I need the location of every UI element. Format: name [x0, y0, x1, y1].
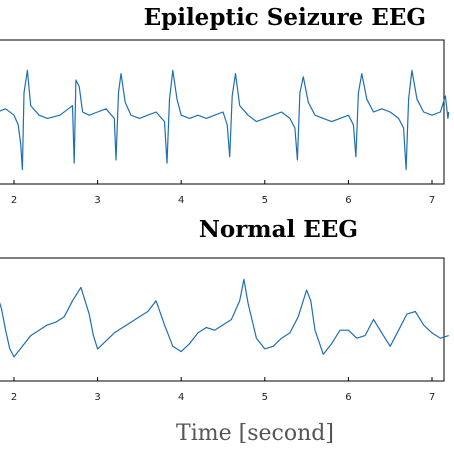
seizure-panel: Epileptic Seizure EEG 2 3 4 5 6 7 [0, 4, 450, 206]
x-tick-label: 6 [345, 392, 351, 403]
seizure-plot-frame [0, 39, 445, 185]
x-axis-label: Time [second] [176, 421, 334, 446]
x-tick-label: 7 [429, 392, 435, 403]
x-tick-label: 2 [11, 195, 17, 206]
normal-x-ticks: 2 3 4 5 6 7 [11, 377, 435, 403]
normal-plot-frame [0, 257, 445, 382]
seizure-eeg-trace [0, 69, 450, 171]
x-tick-label: 3 [94, 392, 100, 403]
seizure-chart-title: Epileptic Seizure EEG [144, 4, 426, 31]
x-tick-label: 2 [11, 392, 17, 403]
x-tick-label: 4 [178, 195, 184, 206]
normal-eeg-trace [0, 278, 449, 358]
x-tick-label: 5 [262, 195, 268, 206]
normal-chart-title: Normal EEG [199, 216, 358, 243]
x-tick-label: 3 [94, 195, 100, 206]
normal-panel: Normal EEG 2 3 4 5 6 7 Time [second] [0, 216, 449, 446]
x-tick-label: 7 [429, 195, 435, 206]
x-tick-label: 5 [262, 392, 268, 403]
x-tick-label: 4 [178, 392, 184, 403]
seizure-x-ticks: 2 3 4 5 6 7 [11, 180, 435, 206]
x-tick-label: 6 [345, 195, 351, 206]
